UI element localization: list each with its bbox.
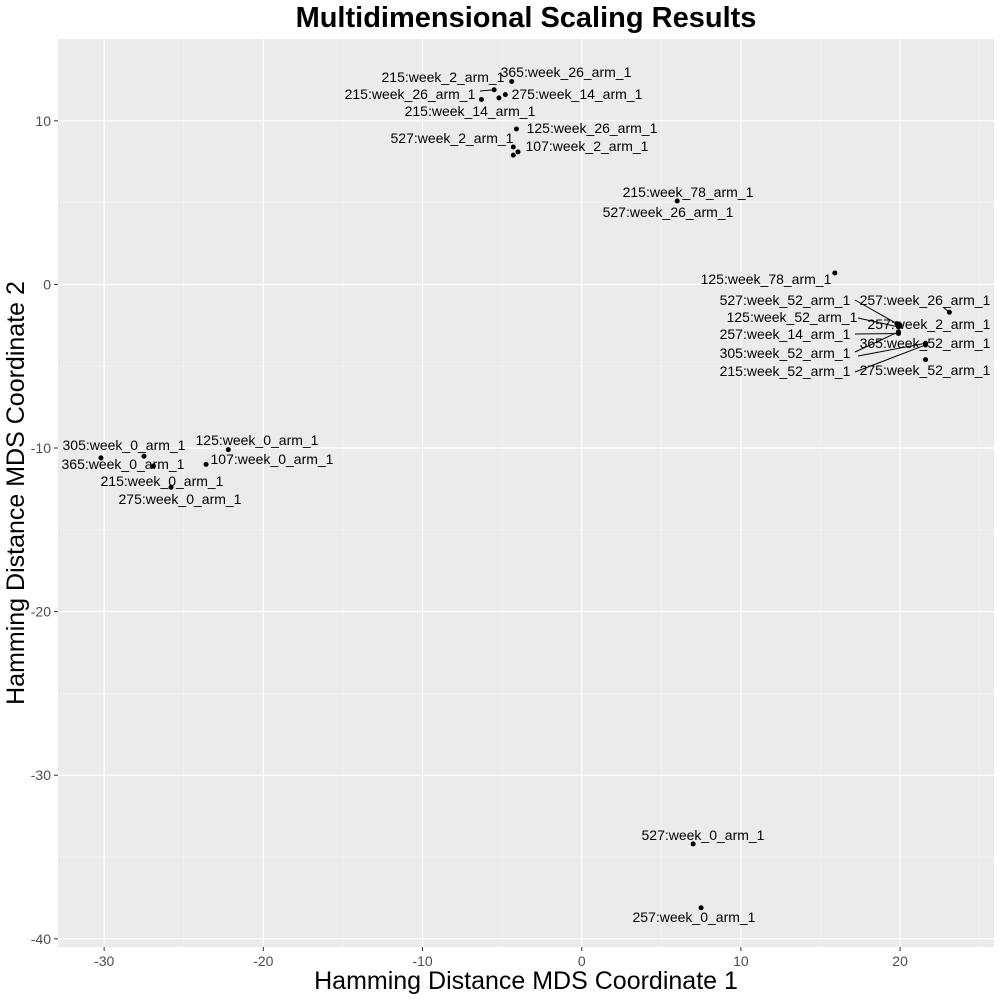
point-label: 125:week_78_arm_1 [701,271,832,287]
scatter-point [897,322,903,328]
scatter-point [203,461,209,467]
point-label: 125:week_0_arm_1 [196,432,319,448]
scatter-point [168,484,174,490]
point-label: 365:week_0_arm_1 [62,456,185,472]
x-tick-label: 20 [892,953,908,969]
point-label: 215:week_14_arm_1 [405,103,536,119]
data-points [98,79,952,911]
scatter-point [502,92,508,98]
scatter-point [151,463,157,469]
y-axis-ticks: -40 -30 -20 -10 0 10 [31,113,58,947]
scatter-point [946,309,952,315]
point-label: 215:week_52_arm_1 [720,363,851,379]
point-label: 365:week_26_arm_1 [501,64,632,80]
y-axis-title: Hamming Distance MDS Coordinate 2 [2,281,30,705]
x-tick-label: -30 [94,953,114,969]
point-label: 527:week_52_arm_1 [720,292,851,308]
point-label: 275:week_52_arm_1 [860,362,991,378]
chart-title: Multidimensional Scaling Results [296,2,757,34]
point-label: 257:week_14_arm_1 [720,326,851,342]
x-tick-label: 0 [578,953,586,969]
point-label: 305:week_0_arm_1 [63,437,186,453]
x-axis-ticks: -30 -20 -10 0 10 20 [94,947,908,969]
y-tick-label: 10 [35,113,51,129]
major-gridlines [58,39,994,947]
point-label: 527:week_0_arm_1 [642,827,765,843]
label-leader-line [854,344,926,373]
scatter-point [98,455,104,461]
label-leader-line [854,332,899,335]
scatter-point [515,149,521,155]
label-leader-line [854,331,899,353]
y-tick-label: -10 [31,440,51,456]
x-axis-title: Hamming Distance MDS Coordinate 1 [314,967,738,995]
scatter-point [478,97,484,103]
point-label: 107:week_0_arm_1 [211,451,334,467]
point-label: 215:week_26_arm_1 [345,86,476,102]
label-leader-line [857,342,926,357]
scatter-point [690,841,696,847]
x-tick-label: 10 [733,953,749,969]
point-label: 215:week_78_arm_1 [623,184,754,200]
point-label: 125:week_52_arm_1 [727,309,858,325]
scatter-point [895,329,901,335]
scatter-point [509,79,515,85]
point-label: 275:week_0_arm_1 [119,491,242,507]
y-tick-label: -40 [31,931,51,947]
point-label: 257:week_2_arm_1 [868,316,991,332]
scatter-point [923,342,929,348]
point-label: 257:week_26_arm_1 [860,292,991,308]
scatter-point [513,126,519,132]
label-leader-line [857,317,899,328]
scatter-point [923,357,929,363]
x-tick-label: -10 [412,953,432,969]
scatter-point [141,453,147,459]
point-label: 107:week_2_arm_1 [526,138,649,154]
y-tick-label: -30 [31,767,51,783]
scatter-point [225,447,231,453]
plot-panel [58,39,994,947]
scatter-point [510,152,516,158]
scatter-point [832,270,838,276]
point-label: 527:week_26_arm_1 [603,204,734,220]
scatter-point [698,905,704,911]
scatter-point [496,95,502,101]
point-label: 275:week_14_arm_1 [512,86,643,102]
y-tick-label: -20 [31,604,51,620]
y-tick-label: 0 [43,276,51,292]
point-label: 215:week_2_arm_1 [382,69,505,85]
point-label: 365:week_52_arm_1 [860,335,991,351]
point-label: 257:week_0_arm_1 [633,909,756,925]
point-label: 305:week_52_arm_1 [720,345,851,361]
point-label: 527:week_2_arm_1 [391,130,514,146]
x-tick-label: -20 [253,953,273,969]
label-leader-line [854,299,898,325]
point-label: 125:week_26_arm_1 [527,120,658,136]
point-label: 215:week_0_arm_1 [101,473,224,489]
scatter-point [491,87,497,93]
scatter-point [674,198,680,204]
minor-gridlines [58,39,994,947]
scatter-point [510,144,516,150]
